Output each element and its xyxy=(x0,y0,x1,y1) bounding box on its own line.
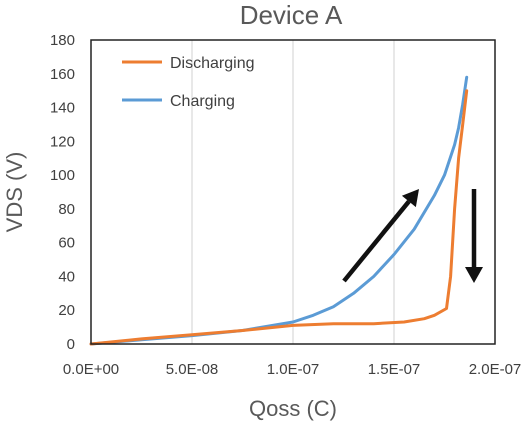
legend-label: Discharging xyxy=(170,55,254,72)
y-tick-label: 120 xyxy=(50,133,75,150)
discharging-arrow xyxy=(465,189,483,283)
x-tick-label: 0.0E+00 xyxy=(63,361,119,378)
x-tick-labels: 0.0E+00 5.0E-08 1.0E-07 1.5E-07 2.0E-07 xyxy=(63,361,521,378)
series-line-charging xyxy=(89,75,469,346)
y-tick-label: 140 xyxy=(50,100,75,117)
x-tick-label: 5.0E-08 xyxy=(166,361,219,378)
x-tick-label: 2.0E-07 xyxy=(469,361,522,378)
y-tick-label: 20 xyxy=(58,302,75,319)
y-tick-label: 40 xyxy=(58,268,75,285)
y-tick-label: 180 xyxy=(50,32,75,49)
charging-arrow xyxy=(342,189,419,283)
grid xyxy=(191,40,395,344)
series-line-discharging xyxy=(89,89,469,346)
y-tick-label: 160 xyxy=(50,66,75,83)
legend: Discharging Charging xyxy=(122,55,254,110)
y-tick-labels: 0 20 40 60 80 100 120 140 160 180 xyxy=(50,32,75,353)
annotation-layer xyxy=(342,189,483,283)
plot-frame xyxy=(90,39,496,345)
y-tick-label: 0 xyxy=(67,336,75,353)
legend-label: Charging xyxy=(170,93,235,110)
chart-title: Device A xyxy=(240,0,343,30)
series-layer xyxy=(89,75,469,346)
x-tick-label: 1.0E-07 xyxy=(267,361,320,378)
x-axis-label: Qoss (C) xyxy=(249,396,337,421)
y-tick-label: 60 xyxy=(58,235,75,252)
y-axis-label: VDS (V) xyxy=(2,152,27,233)
y-tick-label: 100 xyxy=(50,167,75,184)
y-tick-label: 80 xyxy=(58,201,75,218)
x-tick-label: 1.5E-07 xyxy=(368,361,421,378)
